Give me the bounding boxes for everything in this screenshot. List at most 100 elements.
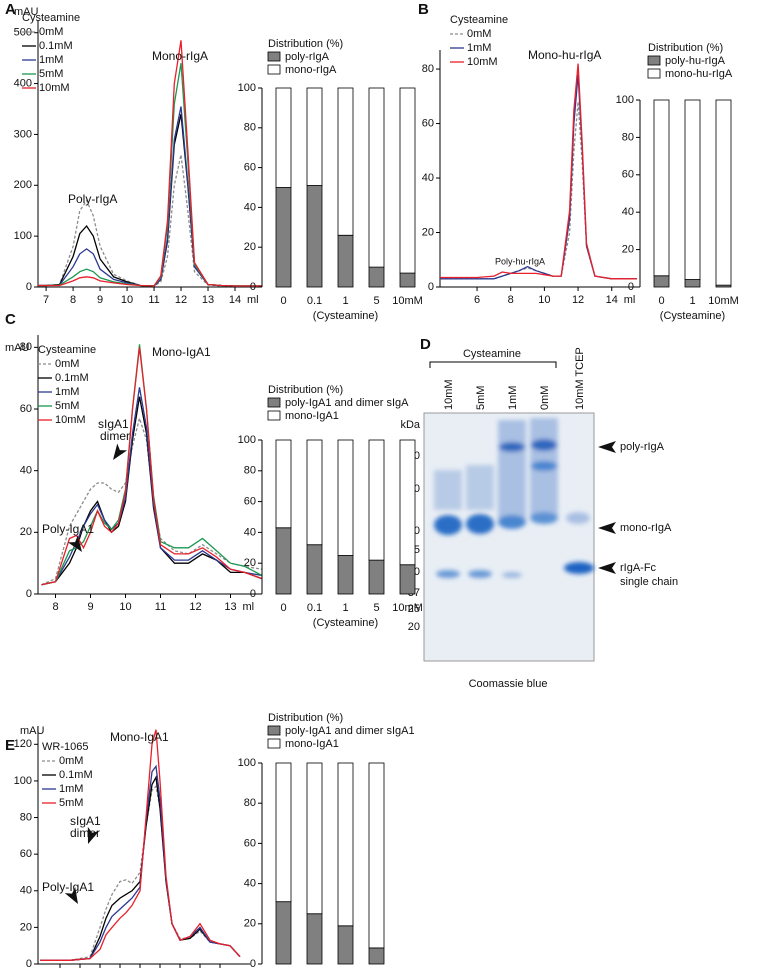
bar-segment [337, 87, 354, 236]
y-tick-label: 20 [422, 226, 434, 238]
legend-swatch [267, 64, 281, 75]
y-tick-label: 80 [622, 131, 634, 143]
y-axis-label: mAU [14, 6, 39, 18]
bar-segment [275, 527, 292, 595]
legend-title: WR-1065 [42, 741, 88, 753]
legend-label: 0mM [467, 28, 491, 40]
panel-label: C [5, 311, 16, 328]
x-tick-label: 14 [606, 294, 618, 306]
x-tick-label: 9 [87, 601, 93, 613]
x-tick-label: 10mM [392, 295, 423, 307]
y-tick-label: 20 [20, 526, 32, 538]
x-tick-label: 1 [689, 295, 695, 307]
y-tick-label: 80 [244, 465, 256, 477]
legend-label: poly-IgA1 and dimer sIgA1 [285, 725, 415, 737]
bar-segment [306, 439, 323, 546]
y-tick-label: 0 [250, 958, 256, 970]
lane-label: 0mM [539, 386, 551, 410]
series-line [40, 729, 241, 961]
y-axis-label: mAU [5, 342, 30, 354]
x-tick-label: 5 [373, 295, 379, 307]
x-axis-label: (Cysteamine) [313, 617, 378, 629]
arrow [87, 826, 100, 844]
y-tick-label: 60 [622, 169, 634, 181]
legend-label: 5mM [39, 68, 63, 80]
kda-label: kDa [400, 419, 420, 431]
y-tick-label: 20 [244, 241, 256, 253]
y-tick-label: 80 [244, 797, 256, 809]
y-tick-label: 100 [238, 434, 256, 446]
legend-label: mono-IgA1 [285, 738, 339, 750]
bar-segment [368, 559, 385, 595]
bar-segment [399, 439, 416, 566]
x-tick-label: 0 [280, 602, 286, 614]
x-tick-label: 12 [175, 294, 187, 306]
x-tick-label: 8 [52, 601, 58, 613]
annotation: Poly-IgA1 [42, 880, 94, 894]
lane-label: 10mM [443, 379, 455, 410]
bar-segment [399, 87, 416, 274]
lane-label: 1mM [507, 386, 519, 410]
panel-label: E [5, 737, 15, 754]
legend-label: 1mM [39, 54, 63, 66]
y-tick-label: 0 [250, 588, 256, 600]
series-line [440, 101, 637, 280]
gel-bands [434, 418, 594, 578]
gel-title: Cysteamine [463, 348, 521, 360]
annotation: Poly-IgA1 [42, 522, 94, 536]
lane-label: 5mM [475, 386, 487, 410]
legend-swatch [267, 410, 281, 421]
series-line [41, 347, 263, 586]
series-line [41, 415, 263, 586]
bar-segment [275, 87, 292, 188]
y-tick-label: 100 [616, 94, 634, 106]
bar-segment [337, 555, 354, 595]
legend-swatch [267, 397, 281, 408]
annotation: dimer [100, 429, 130, 443]
legend-title: Cysteamine [38, 344, 96, 356]
annotation: sIgA1 [70, 814, 101, 828]
x-tick-label: 10 [119, 601, 131, 613]
x-tick-label: 12 [572, 294, 584, 306]
legend-label: poly-rIgA [285, 51, 330, 63]
legend-label: 1mM [55, 386, 79, 398]
y-tick-label: 80 [20, 811, 32, 823]
bar-segment [337, 439, 354, 556]
y-tick-label: 80 [422, 63, 434, 75]
bar-segment [368, 266, 385, 288]
legend-label: poly-hu-rIgA [665, 55, 726, 67]
y-tick-label: 0 [26, 281, 32, 293]
series-line [38, 63, 262, 287]
bar-segment [275, 901, 292, 965]
series-line [40, 764, 241, 961]
y-tick-label: 120 [14, 738, 32, 750]
bar-segment [399, 564, 416, 595]
bar-segment [337, 762, 354, 927]
legend-label: 5mM [59, 797, 83, 809]
annotation: Mono-hu-rIgA [528, 48, 601, 62]
x-tick-label: 13 [202, 294, 214, 306]
y-tick-label: 20 [244, 557, 256, 569]
y-tick-label: 20 [622, 244, 634, 256]
legend-title: Distribution (%) [268, 384, 343, 396]
bar-segment [306, 913, 323, 965]
series-line [440, 74, 637, 280]
legend-label: 0.1mM [59, 769, 93, 781]
y-tick-label: 60 [422, 117, 434, 129]
bracket [429, 361, 557, 368]
annotation: Mono-IgA1 [152, 345, 211, 359]
bar-segment [653, 275, 670, 288]
y-tick-label: 40 [422, 172, 434, 184]
y-tick-label: 100 [14, 775, 32, 787]
y-tick-label: 40 [20, 885, 32, 897]
x-axis-label: (Cysteamine) [313, 310, 378, 322]
series-line [41, 387, 263, 586]
series-line [38, 40, 262, 287]
arrow [598, 522, 616, 534]
legend-title: Cysteamine [450, 14, 508, 26]
legend-label: 0.1mM [55, 372, 89, 384]
legend-label: 10mM [467, 56, 498, 68]
legend-swatch [647, 68, 661, 79]
x-tick-label: 7 [43, 294, 49, 306]
legend-swatch [267, 51, 281, 62]
